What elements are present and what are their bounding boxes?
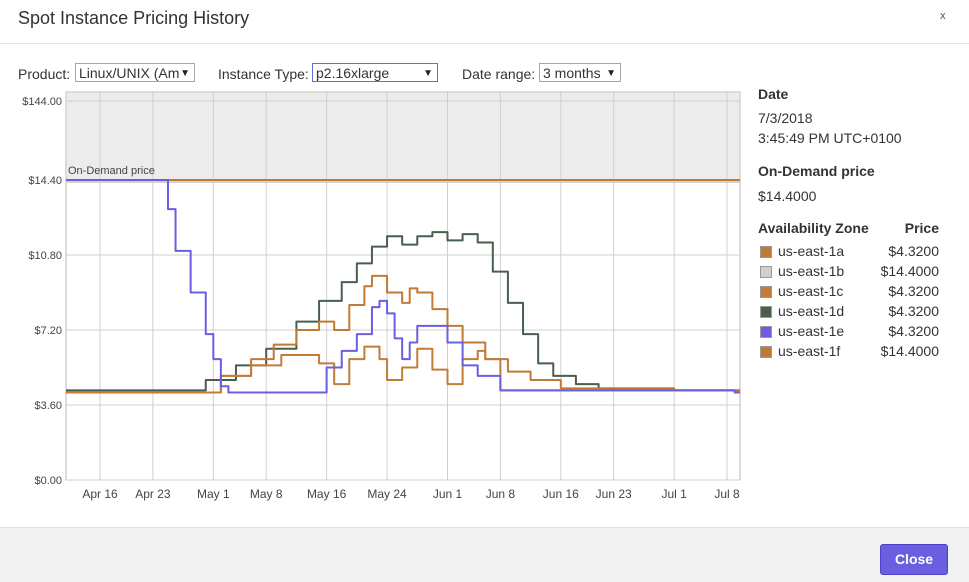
instance-type-select[interactable]: p2.16xlarge ▼	[312, 63, 438, 82]
az-row-us-east-1a: us-east-1a $4.3200	[758, 243, 943, 263]
date-heading: Date	[758, 86, 789, 102]
x-tick-label: Apr 23	[135, 487, 171, 501]
ondemand-annotation: On-Demand price	[68, 165, 155, 177]
az-row-us-east-1e: us-east-1e $4.3200	[758, 323, 943, 343]
x-tick-label: Jun 23	[596, 487, 632, 501]
az-price: $4.3200	[888, 323, 939, 339]
az-name: us-east-1e	[778, 323, 845, 339]
chevron-down-icon: ▼	[423, 68, 433, 79]
az-name: us-east-1b	[778, 263, 845, 279]
y-tick-label: $3.60	[34, 400, 62, 412]
ondemand-value: $14.4000	[758, 188, 817, 204]
time-value: 3:45:49 PM UTC+0100	[758, 130, 902, 146]
date-range-select[interactable]: 3 months ▼	[539, 63, 621, 82]
az-row-us-east-1d: us-east-1d $4.3200	[758, 303, 943, 323]
az-row-us-east-1f: us-east-1f $14.4000	[758, 343, 943, 363]
az-price: $4.3200	[888, 283, 939, 299]
series-line-us-east-1a	[66, 274, 740, 394]
az-price: $4.3200	[888, 243, 939, 259]
az-row-us-east-1c: us-east-1c $4.3200	[758, 283, 943, 303]
above-ondemand-band	[67, 93, 739, 180]
legend-swatch	[760, 246, 772, 258]
x-tick-label: Jul 1	[661, 487, 687, 501]
date-range-label: Date range:	[462, 66, 536, 82]
date-value: 7/3/2018	[758, 110, 813, 126]
instance-type-label: Instance Type:	[218, 66, 309, 82]
az-price: $4.3200	[888, 303, 939, 319]
y-tick-label: $14.40	[28, 175, 62, 187]
az-name: us-east-1d	[778, 303, 845, 319]
legend-swatch	[760, 306, 772, 318]
y-tick-label: $10.80	[28, 250, 62, 262]
filter-controls: Product: Linux/UNIX (Am ▼ Instance Type:…	[0, 62, 969, 86]
az-table-header: Availability Zone Price	[758, 220, 943, 236]
y-tick-label: $0.00	[34, 475, 62, 487]
instance-type-select-value: p2.16xlarge	[316, 65, 390, 81]
series-line-us-east-1e	[66, 179, 740, 394]
x-tick-label: Jul 8	[714, 487, 740, 501]
close-icon[interactable]: x	[940, 10, 946, 22]
x-tick-label: May 16	[307, 487, 347, 501]
x-tick-label: Jun 8	[486, 487, 516, 501]
x-tick-label: Jun 16	[543, 487, 579, 501]
product-select-value: Linux/UNIX (Am	[79, 65, 180, 81]
az-price: $14.4000	[880, 263, 939, 279]
product-select[interactable]: Linux/UNIX (Am ▼	[75, 63, 195, 82]
dialog-footer: Close	[0, 527, 969, 582]
az-name: us-east-1a	[778, 243, 845, 259]
legend-swatch	[760, 326, 772, 338]
close-button[interactable]: Close	[880, 544, 948, 575]
az-row-us-east-1b: us-east-1b $14.4000	[758, 263, 943, 283]
ondemand-heading: On-Demand price	[758, 163, 875, 179]
x-tick-label: Apr 16	[82, 487, 118, 501]
az-column-header: Availability Zone	[758, 220, 869, 236]
x-tick-label: May 8	[250, 487, 283, 501]
product-label: Product:	[18, 66, 71, 82]
az-name: us-east-1c	[778, 283, 844, 299]
y-tick-label: $144.00	[22, 96, 62, 108]
x-tick-label: Jun 1	[433, 487, 463, 501]
dialog-title: Spot Instance Pricing History	[18, 8, 250, 28]
price-column-header: Price	[904, 220, 939, 236]
dialog-header: Spot Instance Pricing History x	[0, 0, 969, 44]
x-tick-label: May 1	[197, 487, 230, 501]
date-range-select-value: 3 months	[543, 65, 601, 81]
chevron-down-icon: ▼	[606, 68, 616, 79]
series-line-us-east-1c	[66, 345, 740, 394]
pricing-history-chart[interactable]: $0.00 $3.60 $7.20 $10.80 $14.40 $144.00 Apr 16…	[0, 88, 750, 506]
legend-swatch	[760, 266, 772, 278]
chevron-down-icon: ▼	[180, 68, 190, 79]
az-name: us-east-1f	[778, 343, 841, 359]
legend-swatch	[760, 346, 772, 358]
x-tick-label: May 24	[367, 487, 407, 501]
y-tick-label: $7.20	[34, 325, 62, 337]
az-price: $14.4000	[880, 343, 939, 359]
legend-swatch	[760, 286, 772, 298]
